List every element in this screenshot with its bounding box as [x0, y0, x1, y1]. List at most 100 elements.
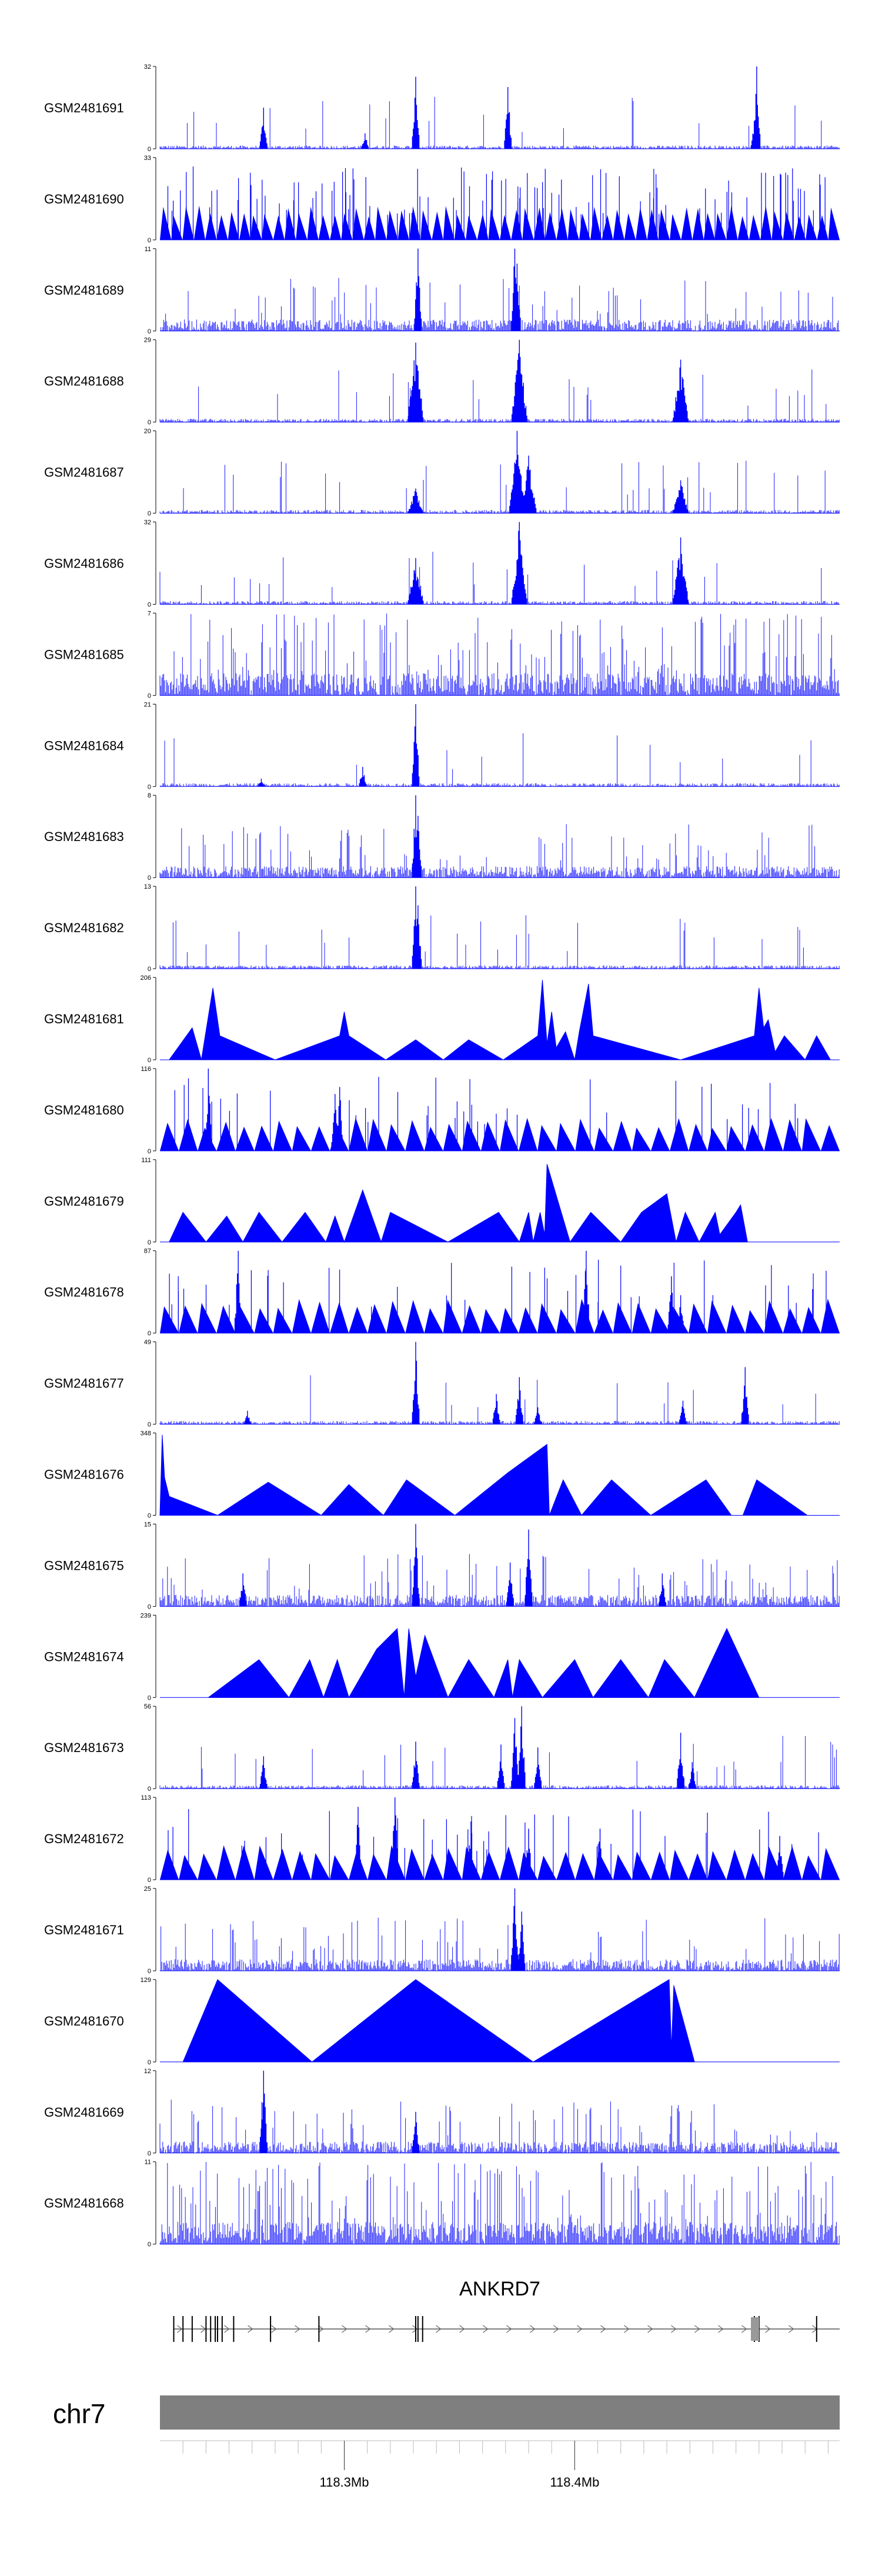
- signal-area: [160, 1845, 840, 1880]
- y-zero-label: 0: [148, 1330, 151, 1337]
- signal-peaks: [414, 248, 521, 331]
- signal-bars: [161, 278, 840, 331]
- gene-track: ANKRD7: [173, 2278, 840, 2342]
- track-GSM2481678: GSM2481678 87 0: [44, 1248, 840, 1337]
- signal-peaks: [407, 339, 689, 422]
- chromosome-ideogram: chr7: [53, 2395, 840, 2430]
- signal-bars: [159, 552, 840, 605]
- track-GSM2481691: GSM2481691 32 0: [44, 64, 840, 153]
- y-max-label: 15: [144, 1521, 151, 1528]
- track-GSM2481674: GSM2481674 239 0: [44, 1612, 840, 1701]
- y-zero-label: 0: [148, 875, 151, 882]
- track-GSM2481689: GSM2481689 11 0: [44, 246, 840, 335]
- track-label: GSM2481688: [44, 374, 124, 389]
- signal-peaks: [258, 704, 420, 787]
- signal-area: [182, 1979, 695, 2063]
- signal-peaks: [511, 1888, 526, 1971]
- y-zero-label: 0: [148, 2241, 151, 2248]
- y-max-label: 13: [144, 883, 151, 890]
- signal-peaks: [234, 1250, 684, 1333]
- track-label: GSM2481683: [44, 829, 124, 844]
- signal-peaks: [205, 1068, 343, 1151]
- signal-bars: [159, 824, 840, 878]
- y-zero-label: 0: [148, 966, 151, 973]
- track-label: GSM2481669: [44, 2105, 124, 2120]
- y-zero-label: 0: [148, 2059, 151, 2066]
- track-GSM2481684: GSM2481684 21 0: [44, 701, 840, 790]
- exon-block: [751, 2317, 760, 2341]
- y-max-label: 111: [141, 1157, 151, 1164]
- track-GSM2481687: GSM2481687 20 0: [44, 428, 840, 518]
- y-zero-label: 0: [148, 2150, 151, 2157]
- track-GSM2481671: GSM2481671 25 0: [44, 1886, 840, 1975]
- signal-bars: [159, 96, 840, 149]
- track-GSM2481668: GSM2481668 11 0: [44, 2159, 840, 2248]
- y-zero-label: 0: [148, 692, 151, 699]
- y-zero-label: 0: [148, 1694, 151, 1701]
- y-max-label: 12: [144, 2068, 151, 2075]
- signal-peaks: [407, 522, 689, 605]
- y-max-label: 25: [144, 1886, 151, 1893]
- track-GSM2481683: GSM2481683 8 0: [44, 792, 840, 882]
- y-max-label: 239: [141, 1612, 151, 1619]
- signal-bars: [159, 1554, 840, 1607]
- track-label: GSM2481686: [44, 556, 124, 571]
- signal-spikes: [169, 1259, 827, 1333]
- track-label: GSM2481671: [44, 1923, 124, 1937]
- y-max-label: 33: [144, 155, 151, 162]
- y-max-label: 56: [144, 1703, 151, 1710]
- track-GSM2481686: GSM2481686 32 0: [44, 519, 840, 609]
- y-max-label: 129: [141, 1977, 151, 1984]
- y-max-label: 11: [145, 246, 151, 253]
- track-label: GSM2481672: [44, 1831, 124, 1846]
- signal-peaks: [239, 1524, 666, 1607]
- track-label: GSM2481682: [44, 920, 124, 935]
- y-zero-label: 0: [148, 1603, 151, 1610]
- track-label: GSM2481668: [44, 2196, 124, 2211]
- y-zero-label: 0: [148, 1513, 151, 1520]
- track-label: GSM2481677: [44, 1376, 124, 1391]
- y-zero-label: 0: [148, 510, 151, 518]
- track-GSM2481673: GSM2481673 56 0: [44, 1703, 840, 1793]
- track-label: GSM2481676: [44, 1467, 124, 1482]
- y-zero-label: 0: [148, 1968, 151, 1975]
- track-label: GSM2481680: [44, 1103, 124, 1117]
- track-label: GSM2481670: [44, 2014, 124, 2028]
- signal-area: [160, 1299, 840, 1333]
- track-label: GSM2481691: [44, 101, 124, 115]
- track-label: GSM2481687: [44, 465, 124, 480]
- track-label: GSM2481675: [44, 1558, 124, 1573]
- signal-area: [169, 980, 831, 1060]
- y-zero-label: 0: [148, 783, 151, 790]
- y-zero-label: 0: [148, 328, 151, 335]
- y-max-label: 49: [144, 1339, 151, 1346]
- signal-bars: [159, 915, 840, 969]
- track-label: GSM2481684: [44, 738, 124, 753]
- signal-bars: [159, 461, 840, 513]
- y-zero-label: 0: [148, 1877, 151, 1884]
- axis-tick-label: 118.4Mb: [550, 2475, 599, 2490]
- track-GSM2481682: GSM2481682 13 0: [44, 883, 840, 973]
- track-label: GSM2481690: [44, 192, 124, 206]
- ideogram-bar: [160, 2395, 840, 2430]
- signal-spikes: [168, 1809, 819, 1880]
- track-GSM2481688: GSM2481688 29 0: [44, 337, 840, 426]
- signal-peaks: [354, 1797, 784, 1880]
- y-max-label: 7: [148, 610, 151, 617]
- signal-peaks: [407, 431, 689, 513]
- y-max-label: 21: [144, 701, 151, 708]
- y-zero-label: 0: [148, 1057, 151, 1064]
- track-label: GSM2481685: [44, 647, 124, 662]
- signal-area: [169, 1164, 748, 1243]
- y-zero-label: 0: [148, 1786, 151, 1793]
- signal-spikes: [174, 1077, 799, 1151]
- track-GSM2481685: GSM2481685 7 0: [44, 610, 840, 699]
- track-GSM2481680: GSM2481680 116 0: [44, 1066, 840, 1155]
- gene-label: ANKRD7: [459, 2278, 540, 2300]
- y-max-label: 29: [144, 337, 151, 344]
- y-max-label: 8: [148, 792, 151, 799]
- track-GSM2481669: GSM2481669 12 0: [44, 2068, 840, 2157]
- track-GSM2481670: GSM2481670 129 0: [44, 1977, 840, 2066]
- signal-peaks: [260, 2070, 420, 2153]
- track-label: GSM2481679: [44, 1194, 124, 1209]
